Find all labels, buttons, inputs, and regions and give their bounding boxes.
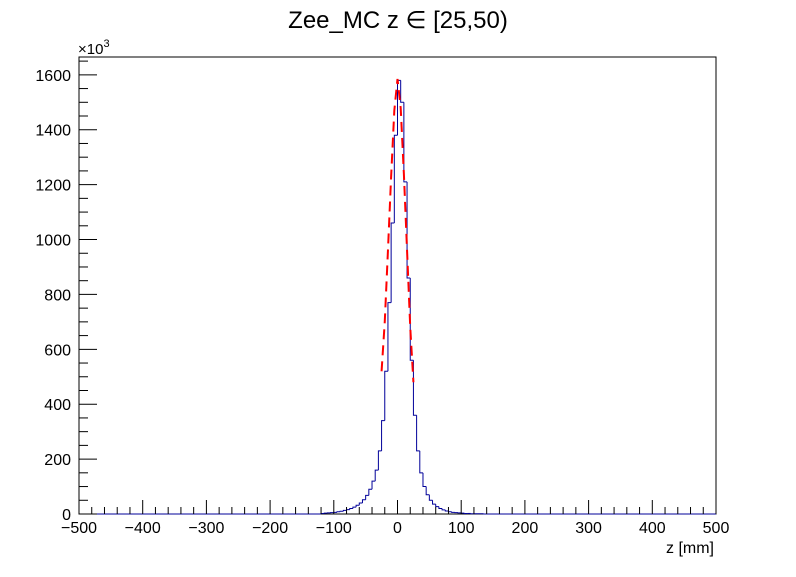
hist-bin xyxy=(452,512,455,513)
hist-bin xyxy=(340,511,343,512)
hist-bin xyxy=(420,451,423,473)
y-tick-label: 0 xyxy=(62,507,71,524)
x-tick-label: −400 xyxy=(125,520,161,537)
hist-bin xyxy=(378,451,381,470)
y-tick-label: 1400 xyxy=(35,123,71,140)
hist-bin xyxy=(382,421,385,451)
x-tick-label: 500 xyxy=(703,520,730,537)
x-tick-label: 300 xyxy=(575,520,602,537)
x-tick-label: −200 xyxy=(252,520,288,537)
hist-bin xyxy=(337,512,340,513)
hist-bin xyxy=(369,489,372,495)
hist-bin xyxy=(407,182,410,278)
hist-bin xyxy=(350,509,353,510)
x-tick-label: −100 xyxy=(316,520,352,537)
y-tick-label: 1600 xyxy=(35,68,71,85)
hist-bin xyxy=(391,223,394,303)
x-tick-label: −300 xyxy=(188,520,224,537)
y-tick-label: 600 xyxy=(44,342,71,359)
y-axis-multiplier: ×103 xyxy=(78,38,110,58)
y-multiplier-exponent: 3 xyxy=(103,38,109,50)
hist-bin xyxy=(372,481,375,489)
y-multiplier-base: ×10 xyxy=(78,41,103,58)
y-tick-label: 1200 xyxy=(35,178,71,195)
hist-bin xyxy=(417,415,420,451)
hist-bin xyxy=(375,470,378,481)
hist-bin xyxy=(388,303,391,372)
x-axis-label: z [mm] xyxy=(666,540,714,557)
hist-bin xyxy=(353,507,356,508)
hist-bin xyxy=(429,495,432,500)
x-tick-label: 100 xyxy=(448,520,475,537)
y-tick-label: 800 xyxy=(44,287,71,304)
hist-bin xyxy=(442,509,445,510)
hist-bin xyxy=(401,80,404,102)
hist-bin xyxy=(439,507,442,509)
hist-bin xyxy=(356,505,359,507)
x-tick-label: 200 xyxy=(512,520,539,537)
x-tick-label: 400 xyxy=(639,520,666,537)
x-tick-label: 0 xyxy=(393,520,402,537)
hist-bin xyxy=(362,500,365,503)
hist-bin xyxy=(385,371,388,420)
hist-bin xyxy=(423,473,426,487)
hist-bin xyxy=(426,487,429,495)
hist-bin xyxy=(359,503,362,505)
hist-bin xyxy=(433,500,436,504)
y-tick-label: 1000 xyxy=(35,233,71,250)
chart-title: Zee_MC z ∈ [25,50) xyxy=(288,7,508,34)
hist-bin xyxy=(394,135,397,223)
hist-bin xyxy=(413,360,416,415)
y-tick-label: 400 xyxy=(44,397,71,414)
hist-bin xyxy=(436,504,439,506)
hist-bin xyxy=(366,495,369,499)
y-tick-label: 200 xyxy=(44,452,71,469)
